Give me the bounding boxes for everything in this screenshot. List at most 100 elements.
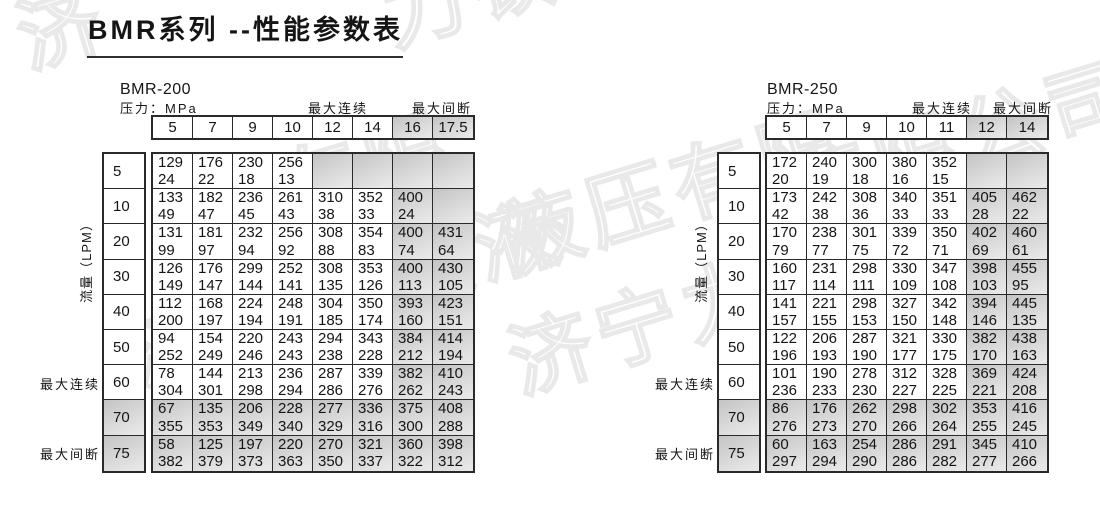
data-cell: 350 174 [353, 294, 393, 330]
speed-value: 144 [238, 276, 264, 294]
torque-value: 424 [1012, 365, 1038, 383]
torque-value: 135 [198, 400, 224, 418]
data-cell: 112 200 [153, 294, 193, 330]
max-intermittent-row-label: 最大间断 [654, 447, 715, 463]
speed-value: 64 [438, 241, 455, 259]
torque-value: 298 [852, 259, 878, 277]
speed-value: 94 [238, 241, 255, 259]
speed-value: 111 [852, 276, 875, 294]
flow-row-header-cell: 60 [104, 365, 144, 401]
speed-value: 77 [812, 241, 829, 259]
speed-value: 286 [318, 382, 344, 400]
speed-value: 329 [318, 417, 344, 435]
torque-value: 327 [892, 294, 918, 312]
data-grid: 129 24 176 22 230 18 256 13 133 49 182 47 236 45 261 43… [151, 152, 475, 473]
speed-value: 150 [892, 312, 918, 330]
data-cell: 220 363 [273, 435, 313, 471]
data-cell: 302 264 [927, 400, 967, 436]
torque-value: 220 [238, 329, 264, 347]
data-cell: 86 276 [767, 400, 807, 436]
speed-value: 277 [972, 452, 998, 470]
data-cell: 384 212 [393, 329, 433, 366]
torque-value: 336 [358, 400, 384, 418]
speed-value: 45 [238, 206, 255, 224]
pressure-header-cell: 17.5 [433, 117, 473, 138]
data-cell: 248 191 [273, 294, 313, 330]
torque-value: 243 [278, 329, 304, 347]
data-cell: 308 135 [313, 259, 353, 295]
torque-value: 308 [318, 224, 344, 242]
torque-value: 321 [358, 435, 384, 453]
data-cell: 221 155 [807, 294, 847, 330]
torque-value: 154 [198, 329, 224, 347]
data-cell: 240 19 [807, 154, 847, 190]
data-cell: 342 148 [927, 294, 967, 330]
data-cell: 131 99 [153, 224, 193, 260]
speed-value: 20 [772, 171, 789, 189]
speed-value: 225 [932, 382, 958, 400]
data-cell: 353 126 [353, 259, 393, 295]
torque-value: 398 [438, 435, 464, 453]
data-cell: 213 298 [233, 365, 273, 401]
pressure-unit-label: 压力：MPa [767, 101, 845, 116]
torque-value: 347 [932, 259, 958, 277]
pressure-header-cell: 14 [1007, 117, 1047, 138]
data-cell: 287 286 [313, 365, 353, 401]
torque-value: 360 [398, 435, 424, 453]
pressure-header-cell: 12 [313, 117, 353, 138]
torque-value: 86 [772, 400, 789, 418]
speed-value: 190 [852, 347, 878, 365]
data-cell: 298 266 [887, 400, 927, 436]
max-continuous-column-label: 最大连续 [912, 101, 973, 116]
data-cell: 122 196 [767, 329, 807, 366]
speed-value: 126 [358, 276, 384, 294]
speed-value: 135 [318, 276, 344, 294]
torque-value: 242 [812, 189, 838, 207]
speed-value: 373 [238, 452, 264, 470]
torque-value: 197 [238, 435, 264, 453]
data-cell: 350 71 [927, 224, 967, 260]
data-cell: 398 103 [967, 259, 1007, 295]
torque-value: 423 [438, 294, 464, 312]
speed-value: 379 [198, 452, 224, 470]
torque-value: 410 [438, 365, 464, 383]
speed-value: 266 [892, 417, 918, 435]
torque-value: 352 [358, 189, 384, 207]
speed-value: 61 [1012, 241, 1029, 259]
data-cell: 224 194 [233, 294, 273, 330]
data-cell: 405 28 [967, 189, 1007, 225]
data-cell: 262 270 [847, 400, 887, 436]
flow-row-header-cell: 30 [719, 260, 759, 295]
speed-value: 301 [198, 382, 224, 400]
pressure-unit-label: 压力：MPa [120, 101, 198, 116]
torque-value: 400 [398, 224, 424, 242]
torque-value: 345 [972, 435, 998, 453]
torque-value: 256 [278, 154, 304, 171]
torque-value: 133 [158, 189, 184, 207]
speed-value: 13 [278, 171, 295, 189]
table-model-name: BMR-250 [767, 81, 839, 98]
data-cell: 170 79 [767, 224, 807, 260]
torque-value: 112 [158, 294, 182, 312]
data-cell: 328 225 [927, 365, 967, 401]
torque-value: 416 [1012, 400, 1038, 418]
data-cell: 163 294 [807, 435, 847, 471]
speed-value: 197 [198, 312, 224, 330]
speed-value: 155 [812, 312, 838, 330]
torque-value: 67 [158, 400, 175, 418]
data-cell: 252 141 [273, 259, 313, 295]
torque-value: 261 [278, 189, 304, 207]
speed-value: 170 [972, 347, 998, 365]
table-model-name: BMR-200 [120, 81, 192, 98]
data-cell: 352 15 [927, 154, 967, 190]
pressure-header-cell: 11 [927, 117, 967, 138]
data-cell: 133 49 [153, 189, 193, 225]
torque-value: 168 [198, 294, 224, 312]
data-cell [1007, 154, 1047, 190]
torque-value: 254 [852, 435, 878, 453]
speed-value: 92 [278, 241, 295, 259]
torque-value: 431 [438, 224, 464, 242]
pressure-header-cell: 10 [273, 117, 313, 138]
torque-value: 393 [398, 294, 424, 312]
data-cell [313, 154, 353, 190]
